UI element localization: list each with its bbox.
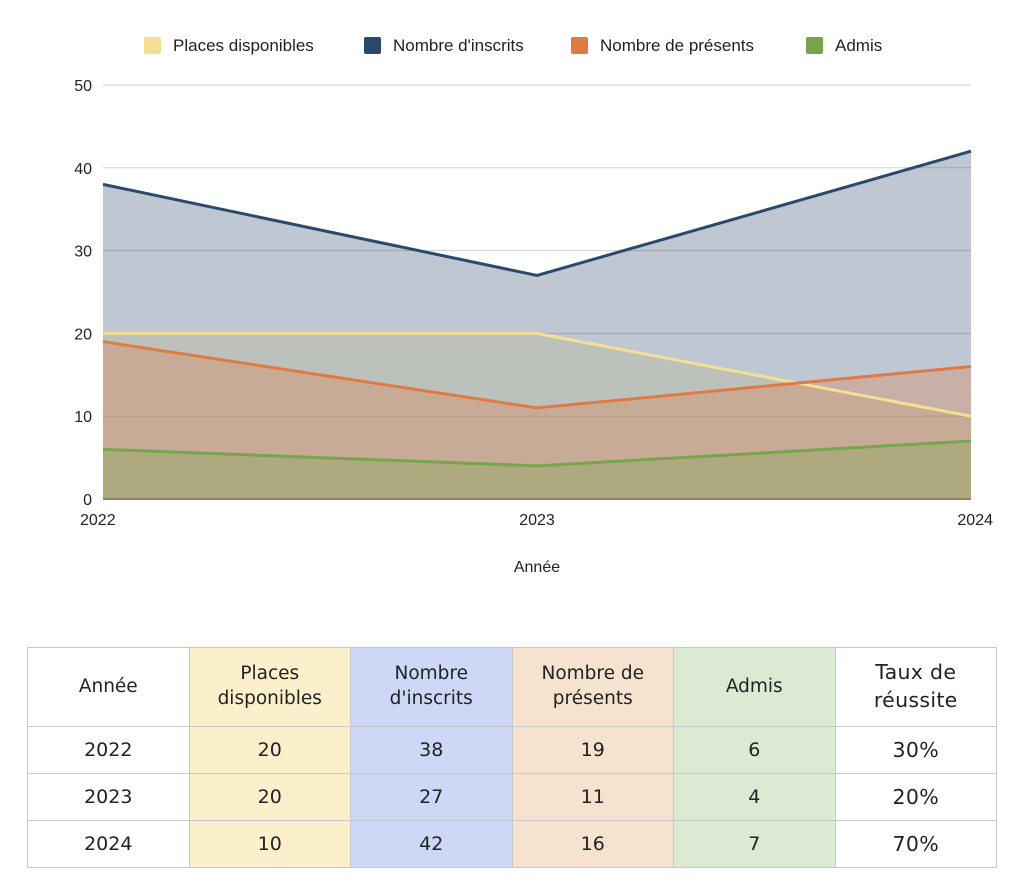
table-row: 2023 20 27 11 4 20%	[27, 773, 997, 821]
table-cell: 7	[673, 820, 836, 868]
y-tick-label: 0	[83, 492, 92, 509]
series-lines	[102, 149, 972, 468]
y-tick-label: 10	[74, 409, 92, 426]
table-cell: 2024	[27, 820, 190, 868]
table-cell: 19	[511, 726, 674, 774]
header-text: réussite	[873, 688, 958, 712]
legend-label: Admis	[835, 36, 882, 55]
table-cell: 30%	[834, 726, 997, 774]
table-body: 2022 20 38 19 6 30% 2023 20 27 11 4 20% 2024 10 42 16 7 7…	[27, 726, 997, 868]
y-tick-label: 40	[74, 161, 92, 178]
table-cell: 11	[511, 773, 674, 821]
area-admis	[103, 441, 971, 499]
table-header-cell: Places disponibles	[188, 647, 351, 727]
table-cell: 4	[673, 773, 836, 821]
table-cell: 16	[511, 820, 674, 868]
y-axis-ticks: 0 10 20 30 40 50	[74, 78, 92, 509]
legend: Places disponibles Nombre d'inscrits Nombr…	[144, 36, 882, 55]
table-header-cell: Admis	[673, 647, 836, 727]
header-text: Nombre de	[541, 663, 644, 685]
table-header-cell: Taux de réussite	[834, 647, 997, 727]
header-text: Taux de	[875, 660, 957, 685]
line-places-disponibles	[103, 331, 972, 418]
table-cell: 10	[188, 820, 351, 868]
legend-swatch	[806, 37, 823, 54]
legend-item-nombre-d-inscrits: Nombre d'inscrits	[364, 36, 524, 55]
area-nombre-d-inscrits	[103, 151, 971, 500]
x-axis-ticks: 2022 2023 2024	[80, 512, 993, 529]
line-nombre-de-presents	[102, 340, 972, 410]
area-nombre-de-presents	[103, 341, 971, 499]
table-cell: 38	[350, 726, 513, 774]
legend-swatch	[364, 37, 381, 54]
table-cell: 6	[673, 726, 836, 774]
table-cell: 20	[188, 726, 351, 774]
table-header-cell: Année	[27, 647, 190, 727]
header-text: d'inscrits	[389, 688, 473, 709]
header-text: présents	[552, 688, 633, 709]
legend-item-places-disponibles: Places disponibles	[144, 36, 314, 55]
table-row: 2022 20 38 19 6 30%	[27, 726, 997, 774]
table-header-row: Année Places disponibles Nombre d'inscrits No…	[27, 647, 997, 727]
table-cell: 70%	[834, 820, 997, 868]
header-text: Nombre	[394, 663, 468, 685]
x-axis-title: Année	[514, 559, 560, 576]
table-cell: 20%	[834, 773, 997, 821]
legend-label: Nombre de présents	[600, 36, 754, 55]
table-header-cell: Nombre de présents	[511, 647, 674, 727]
header-text: Admis	[725, 675, 783, 697]
legend-swatch	[571, 37, 588, 54]
table-cell: 2023	[27, 773, 190, 821]
line-admis	[102, 439, 972, 468]
legend-item-nombre-de-presents: Nombre de présents	[571, 36, 754, 55]
legend-label: Places disponibles	[173, 36, 314, 55]
x-tick-label: 2024	[957, 512, 993, 529]
y-tick-label: 50	[74, 78, 92, 95]
x-tick-label: 2022	[80, 512, 116, 529]
x-tick-label: 2023	[519, 512, 555, 529]
y-tick-label: 20	[74, 326, 92, 343]
header-text: Année	[78, 675, 138, 697]
table-row: 2024 10 42 16 7 70%	[27, 820, 997, 868]
table-header-cell: Nombre d'inscrits	[350, 647, 513, 727]
line-nombre-d-inscrits	[102, 149, 972, 277]
legend-item-admis: Admis	[806, 36, 882, 55]
legend-label: Nombre d'inscrits	[393, 36, 524, 55]
table-cell: 27	[350, 773, 513, 821]
legend-swatch	[144, 37, 161, 54]
data-table: Année Places disponibles Nombre d'inscrits No…	[27, 647, 997, 868]
series-areas	[103, 151, 971, 500]
area-chart: 0 10 20 30 40 50 2022 2023 2024 Places disponib…	[74, 36, 993, 576]
table-cell: 20	[188, 773, 351, 821]
table-cell: 2022	[27, 726, 190, 774]
header-text: Places	[240, 663, 300, 685]
y-tick-label: 30	[74, 244, 92, 261]
table-cell: 42	[350, 820, 513, 868]
header-text: disponibles	[217, 688, 322, 709]
